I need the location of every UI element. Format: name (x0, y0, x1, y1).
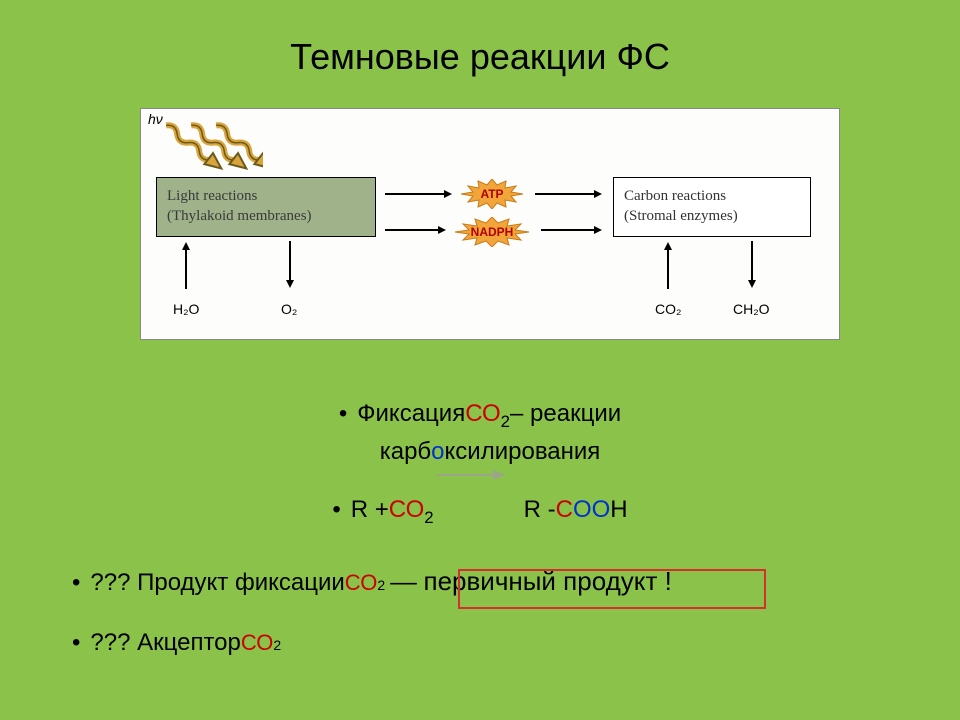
b2-r: R + (351, 496, 389, 524)
arrow-icon (185, 249, 187, 289)
b4-pre: ??? Акцептор (90, 629, 240, 657)
bullet-list: Фиксация СО2 – реакции карбоксилирования… (0, 400, 960, 657)
carbon-box-line1: Carbon reactions (624, 186, 800, 206)
slide-title: Темновые реакции ФС (0, 36, 960, 78)
bullet-1-line2: карбоксилирования (0, 438, 960, 466)
arrow-icon (751, 241, 753, 281)
b1-co2: СО2 (465, 400, 510, 432)
bullet-2: R + СО2 R - COOH (0, 496, 960, 528)
carbon-box-line2: (Stromal enzymes) (624, 206, 800, 226)
atp-label: ATP (461, 179, 523, 209)
b3-co2: СО2 (345, 570, 385, 596)
h2o-label: H₂O (173, 301, 199, 317)
arrow-icon (385, 229, 439, 231)
arrow-icon (289, 241, 291, 281)
arrow-icon (541, 229, 595, 231)
b1-pre: Фиксация (357, 400, 465, 428)
b3-pre: ??? Продукт фиксации (90, 569, 344, 597)
b4-co2: СО2 (241, 630, 281, 656)
nadph-starburst: NADPH (455, 217, 529, 247)
light-box-line1: Light reactions (167, 186, 365, 206)
arrow-icon (667, 249, 669, 289)
b2-co2: СО2 (389, 496, 434, 528)
light-arrows-icon (153, 119, 263, 179)
bullet-4: ??? Акцептор СО2 (72, 629, 960, 657)
light-box-line2: (Thylakoid membranes) (167, 206, 365, 226)
nadph-label: NADPH (455, 217, 529, 247)
co2-label: CO₂ (655, 301, 681, 317)
bullet-1: Фиксация СО2 – реакции (0, 400, 960, 432)
atp-starburst: ATP (461, 179, 523, 209)
light-reactions-box: Light reactions (Thylakoid membranes) (156, 177, 376, 237)
carbon-reactions-box: Carbon reactions (Stromal enzymes) (613, 177, 811, 237)
ch2o-label: CH₂O (733, 301, 770, 317)
o2-label: O₂ (281, 301, 297, 317)
reaction-arrow-icon (435, 468, 505, 482)
diagram-panel: hν Light reactions (Thylakoid m (140, 108, 840, 340)
arrow-icon (385, 193, 445, 195)
arrow-icon (535, 193, 595, 195)
highlight-box (458, 569, 766, 609)
b2-r2: R - (524, 496, 556, 524)
b2-cooh: COOH (556, 496, 628, 524)
b1-post: – реакции (510, 400, 621, 428)
